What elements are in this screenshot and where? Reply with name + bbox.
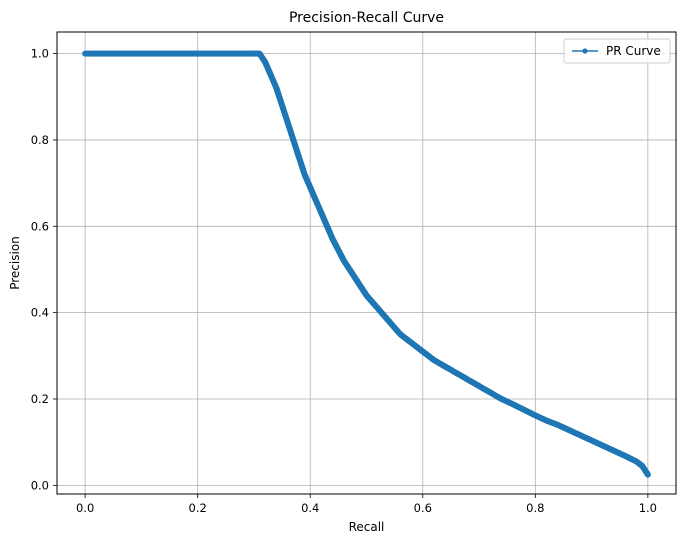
legend-marker-swatch bbox=[582, 48, 588, 54]
x-tick-label: 1.0 bbox=[639, 501, 657, 515]
grid-layer bbox=[57, 32, 676, 494]
pr-curve-point bbox=[644, 471, 651, 478]
legend-label: PR Curve bbox=[606, 44, 661, 58]
plot-frame bbox=[56, 31, 677, 495]
pr-curve-line bbox=[85, 52, 649, 475]
legend-box bbox=[563, 38, 671, 64]
y-tick-label: 0.0 bbox=[31, 478, 49, 492]
x-tick-label: 0.0 bbox=[76, 501, 94, 515]
tick-layer: 0.0 0.2 0.4 0.6 0.8 1.0 0.0 0.2 0.4 0.6 0.8 1.0 bbox=[31, 47, 657, 515]
y-tick-label: 0.8 bbox=[31, 133, 49, 147]
x-tick-label: 0.8 bbox=[526, 501, 544, 515]
y-tick-label: 1.0 bbox=[31, 47, 49, 61]
x-axis-label: Recall bbox=[349, 520, 385, 534]
x-tick-label: 0.4 bbox=[301, 501, 319, 515]
x-tick-label: 0.2 bbox=[189, 501, 207, 515]
series-layer bbox=[82, 50, 651, 478]
y-axis-label: Precision bbox=[8, 236, 22, 290]
legend: PR Curve bbox=[563, 38, 671, 64]
y-tick-label: 0.2 bbox=[31, 392, 49, 406]
x-tick-label: 0.6 bbox=[414, 501, 432, 515]
y-tick-label: 0.4 bbox=[31, 306, 49, 320]
chart-title: Precision-Recall Curve bbox=[289, 10, 444, 26]
y-tick-label: 0.6 bbox=[31, 219, 49, 233]
